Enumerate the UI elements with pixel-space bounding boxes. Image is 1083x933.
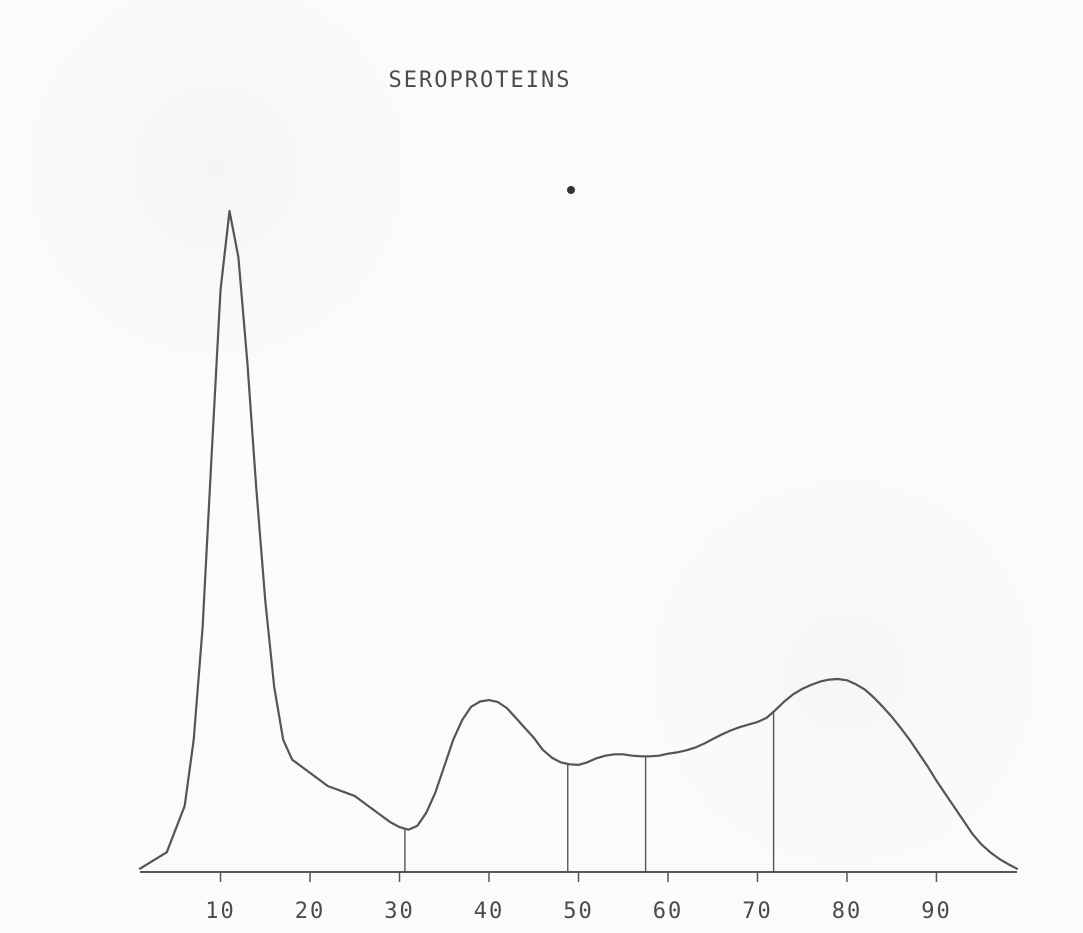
x-tick-label-30: 30 [384,899,415,924]
x-tick-label-40: 40 [474,899,505,924]
chart-title: SEROPROTEINS [389,68,572,93]
x-tick-label-80: 80 [832,899,863,924]
x-tick-label-60: 60 [653,899,684,924]
x-axis-tick-labels: 10 20 30 40 50 60 70 80 90 [205,899,952,924]
x-tick-label-20: 20 [295,899,326,924]
fraction-dividers [404,711,775,872]
x-tick-label-10: 10 [205,899,236,924]
x-tick-label-90: 90 [921,899,952,924]
x-tick-label-70: 70 [742,899,773,924]
x-axis-ticks [219,872,938,882]
series-line [138,209,1019,870]
x-tick-label-50: 50 [563,899,594,924]
stray-dot [567,186,575,194]
